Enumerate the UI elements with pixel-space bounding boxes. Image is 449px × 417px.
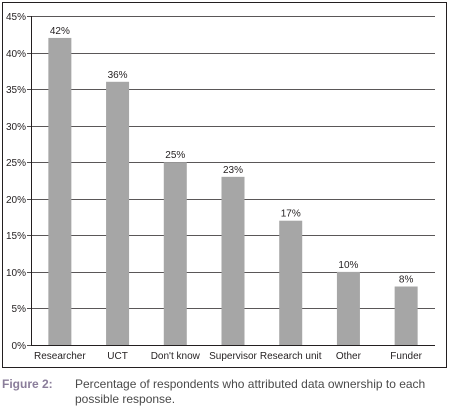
y-tick-label: 5% [12,304,27,315]
data-label: 8% [399,275,414,286]
data-label: 25% [165,150,185,161]
chart-border [2,2,447,368]
y-tick-label: 10% [6,268,26,279]
bar [163,162,187,345]
x-tick-label: Supervisor [209,351,257,362]
bar [221,176,245,345]
bar [48,37,72,345]
data-label: 23% [223,165,243,176]
caption-text: Percentage of respondents who attributed… [75,377,426,406]
y-tick-label: 30% [6,122,26,133]
caption-label: Figure 2: [2,377,53,391]
x-tick-label: Funder [390,351,422,362]
y-tick-label: 15% [6,231,26,242]
x-tick-label: UCT [107,351,128,362]
bar [279,220,303,345]
y-tick-label: 0% [12,341,27,352]
y-tick-label: 45% [6,12,26,23]
data-label: 17% [281,209,301,220]
y-tick-label: 40% [6,49,26,60]
data-label: 10% [338,260,358,271]
x-tick-label: Other [336,351,362,362]
x-tick-label: Researcher [34,351,86,362]
y-tick-label: 25% [6,158,26,169]
y-tick-label: 35% [6,85,26,96]
bar-chart: 0% 5% 10% 15% 20% 25% 30% 35% 40% 45% 42% Researche… [2,2,447,368]
bar [394,286,418,345]
chart-frame: 0% 5% 10% 15% 20% 25% 30% 35% 40% 45% 42% Researche… [2,2,447,368]
x-tick-label: Don't know [151,351,201,362]
data-label: 42% [50,26,70,37]
x-tick-label: Research unit [260,351,322,362]
y-tick-label: 20% [6,195,26,206]
data-label: 36% [108,70,128,81]
bar [336,271,360,345]
bar [106,81,130,346]
